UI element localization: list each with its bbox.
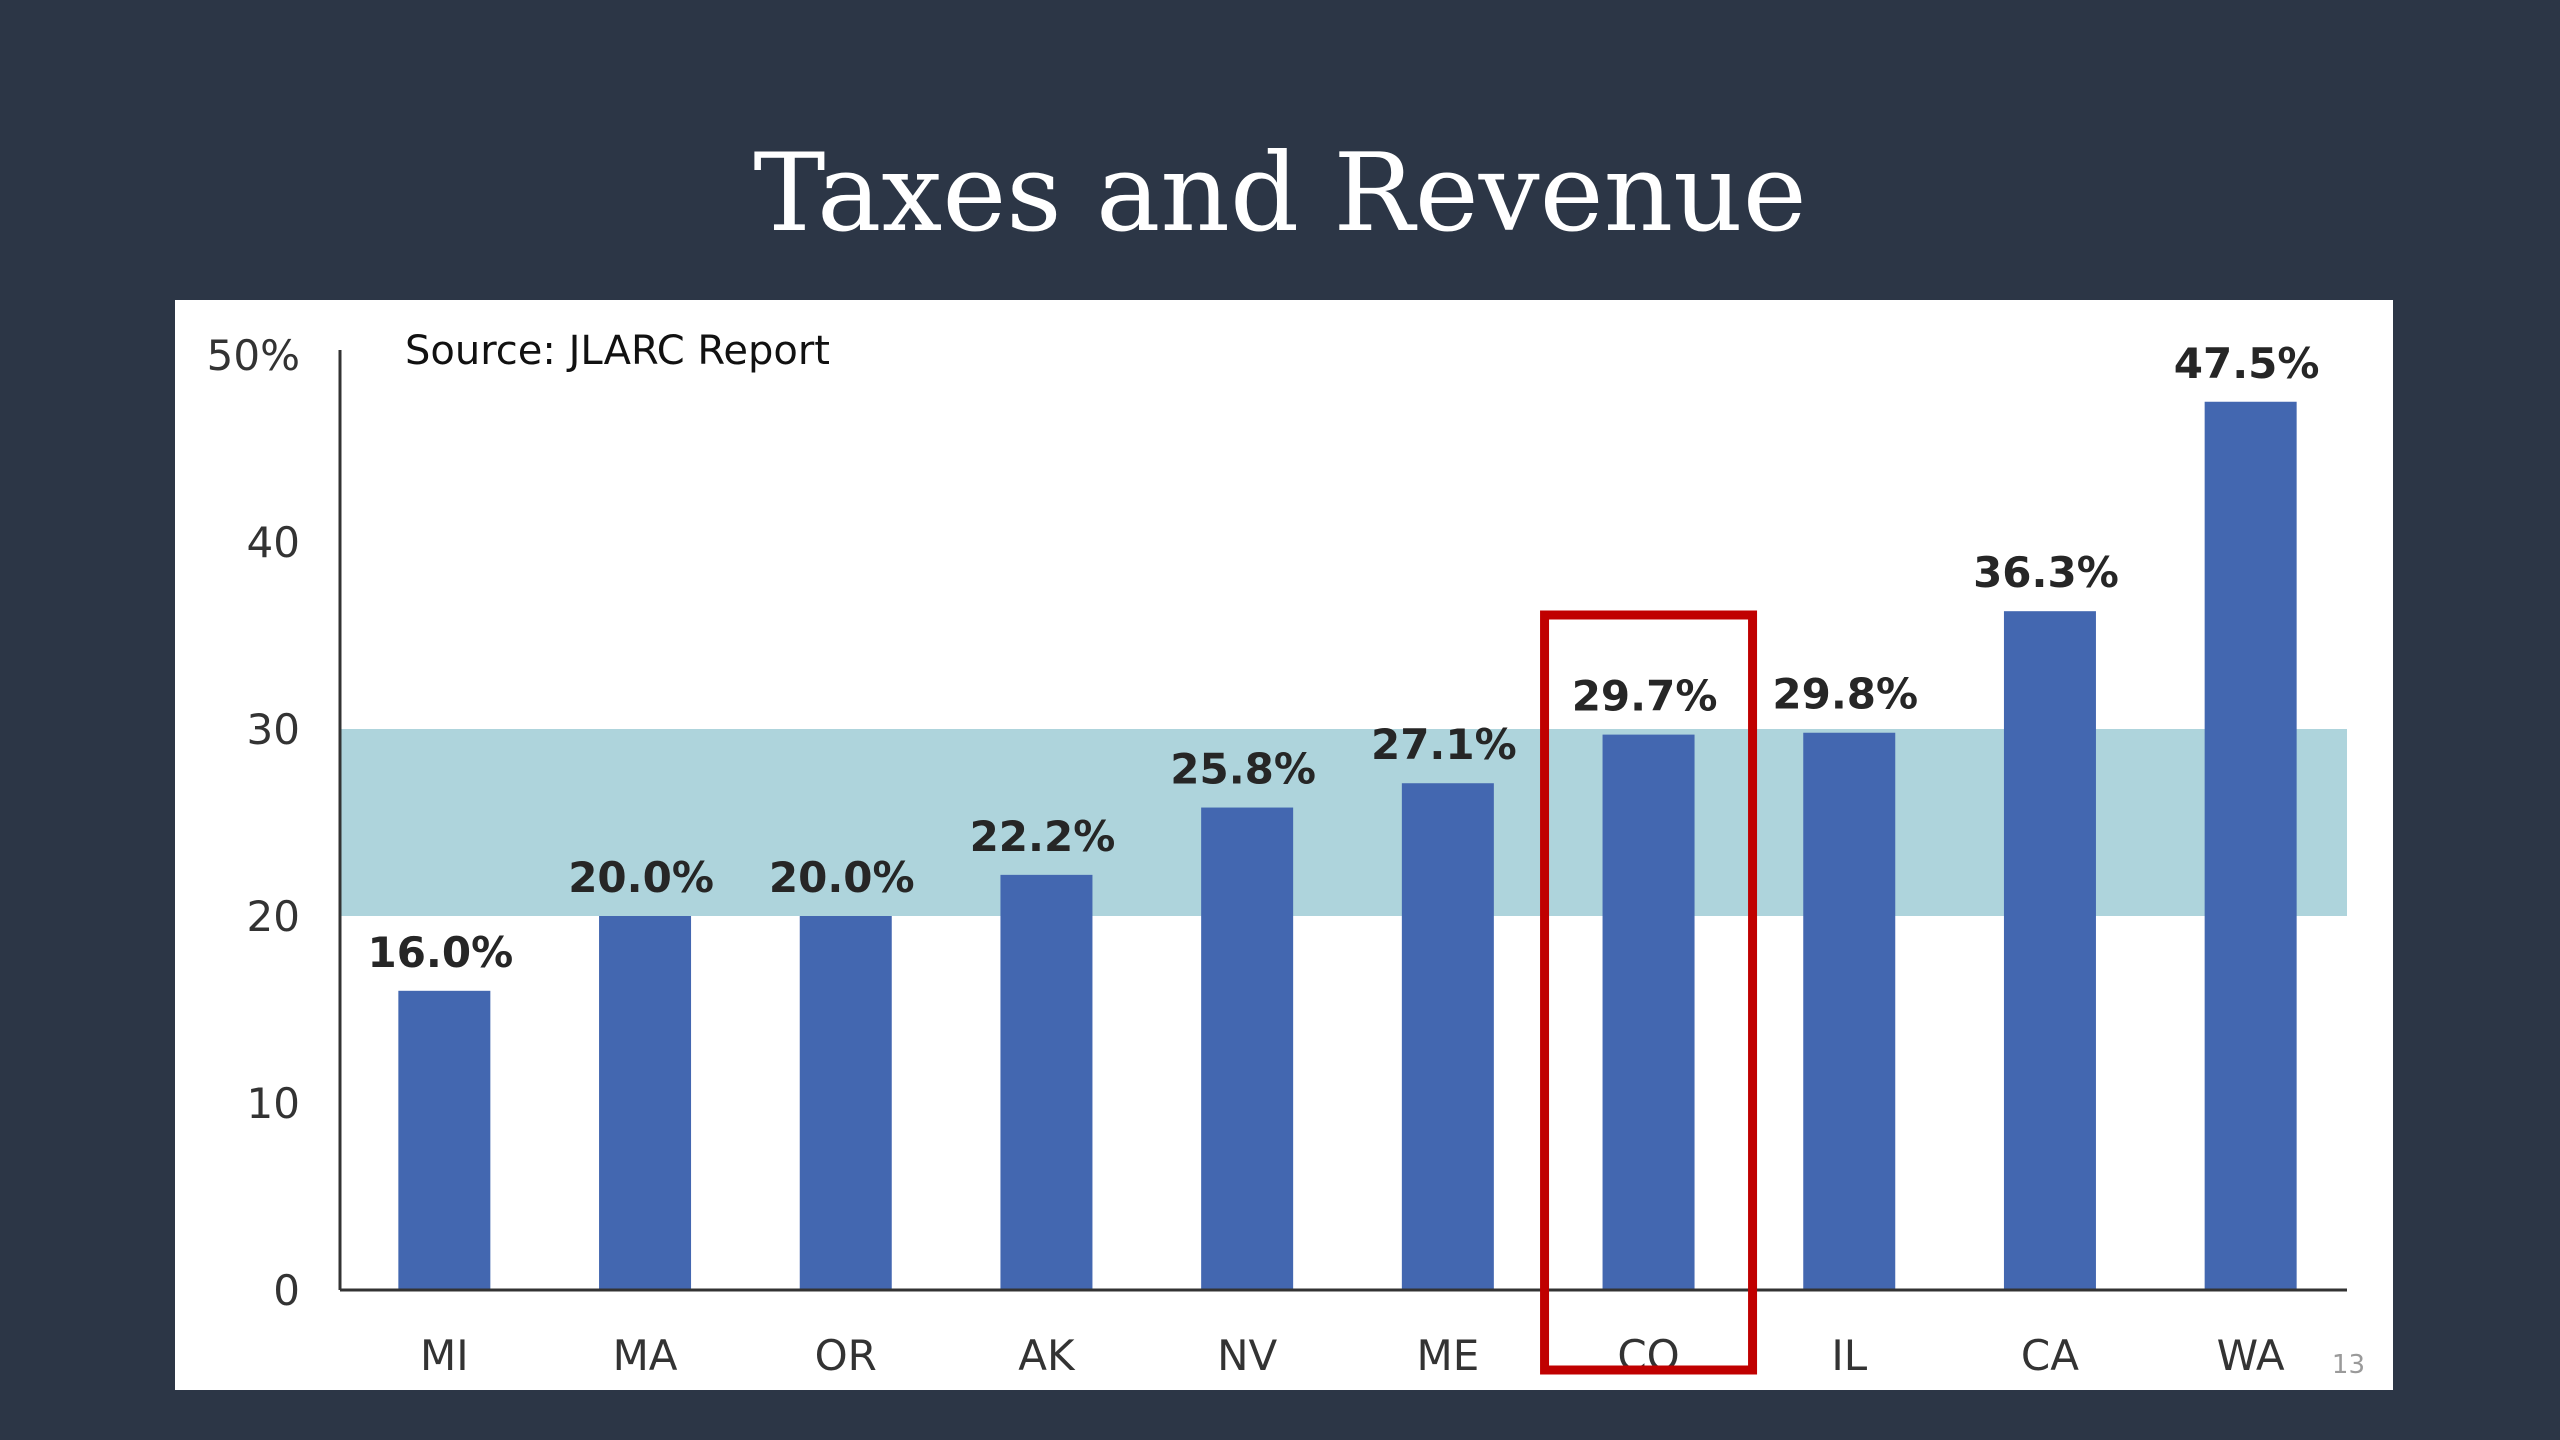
data-label-nv: 25.8% [1170,745,1316,794]
y-tick-label-0: 0 [273,1266,300,1315]
bar-or [799,916,892,1290]
data-label-il: 29.8% [1772,670,1918,719]
x-tick-label-il: IL [1831,1331,1867,1380]
y-tick-label-30: 30 [247,705,300,754]
y-tick-label-10: 10 [247,1079,300,1128]
data-label-ma: 20.0% [568,853,714,902]
x-tick-label-nv: NV [1217,1331,1277,1380]
bar-me [1401,783,1494,1290]
x-tick-label-or: OR [815,1331,877,1380]
bar-il [1803,732,1896,1290]
data-label-co: 29.7% [1572,672,1718,721]
bar-ca [2003,611,2096,1290]
x-tick-label-wa: WA [2217,1331,2285,1380]
data-label-or: 20.0% [769,853,915,902]
x-tick-label-ma: MA [613,1331,678,1380]
y-tick-label-50: 50% [207,331,300,380]
slide-number: 13 [2331,1350,2365,1380]
bar-nv [1201,807,1294,1290]
bar-mi [398,990,491,1290]
slide-title: Taxes and Revenue [753,131,1807,256]
y-tick-label-40: 40 [247,518,300,567]
bar-chart: 16.0% MI 20.0% MA 20.0% OR 22.2% AK 25.8% NV 27.1%… [207,331,2347,1380]
highlight-box-co [1540,610,1758,1375]
x-tick-label-ak: AK [1018,1331,1076,1380]
data-label-wa: 47.5% [2174,339,2320,388]
data-label-mi: 16.0% [367,928,513,977]
chart-panel: 16.0% MI 20.0% MA 20.0% OR 22.2% AK 25.8% NV 27.1%… [175,300,2393,1390]
data-label-me: 27.1% [1371,720,1517,769]
x-tick-label-me: ME [1416,1331,1479,1380]
source-note: Source: JLARC Report [405,328,830,374]
y-tick-label-20: 20 [247,892,300,941]
bar-co [1602,734,1695,1290]
bar-ak [1000,874,1093,1290]
bar-ma [599,916,692,1290]
bar-wa [2204,401,2297,1290]
data-label-ca: 36.3% [1973,548,2119,597]
x-tick-label-mi: MI [420,1331,469,1380]
data-label-ak: 22.2% [970,812,1116,861]
x-tick-label-ca: CA [2021,1331,2079,1380]
